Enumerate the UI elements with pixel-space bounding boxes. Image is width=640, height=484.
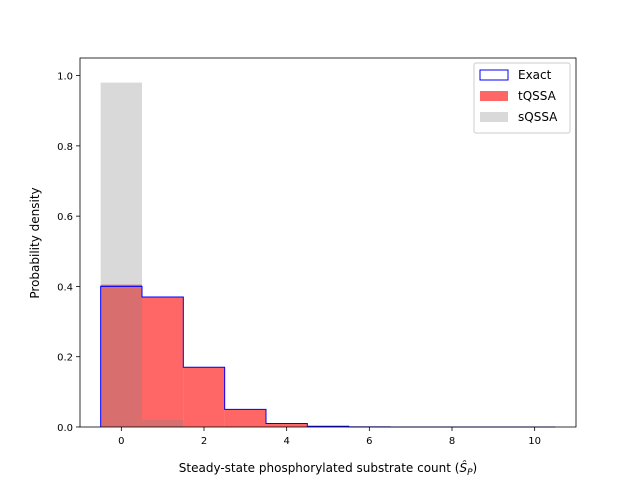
bar-tqssa-4 bbox=[266, 423, 307, 427]
legend-label-tqssa: tQSSA bbox=[518, 89, 557, 103]
y-tick-label: 0.4 bbox=[57, 282, 73, 293]
legend-swatch-sqssa bbox=[480, 112, 508, 122]
bar-tqssa-1 bbox=[142, 297, 183, 427]
x-tick-label: 4 bbox=[283, 436, 289, 447]
bar-tqssa-2 bbox=[183, 367, 224, 427]
bar-tqssa-3 bbox=[225, 409, 266, 427]
legend-label-exact: Exact bbox=[518, 68, 552, 82]
y-tick-label: 0.6 bbox=[57, 212, 73, 223]
legend-swatch-tqssa bbox=[480, 91, 508, 101]
x-tick-label: 0 bbox=[118, 436, 124, 447]
y-tick-label: 0.8 bbox=[57, 142, 73, 153]
x-axis-label-text: Steady-state phosphorylated substrate co… bbox=[179, 461, 460, 475]
x-tick-label: 8 bbox=[449, 436, 455, 447]
y-axis-label: Probability density bbox=[28, 187, 42, 298]
x-axis-label-close: ) bbox=[473, 461, 478, 475]
legend: Exact tQSSA sQSSA bbox=[474, 63, 570, 133]
y-tick-label: 0.0 bbox=[57, 423, 73, 434]
x-tick-label: 2 bbox=[201, 436, 207, 447]
legend-label-sqssa: sQSSA bbox=[518, 110, 558, 124]
bar-sqssa-0 bbox=[101, 83, 142, 427]
bar-sqssa-1 bbox=[142, 420, 183, 427]
y-tick-label: 0.2 bbox=[57, 353, 73, 364]
y-tick-label: 1.0 bbox=[57, 72, 73, 83]
x-tick-label: 6 bbox=[366, 436, 372, 447]
x-tick-label: 10 bbox=[528, 436, 541, 447]
